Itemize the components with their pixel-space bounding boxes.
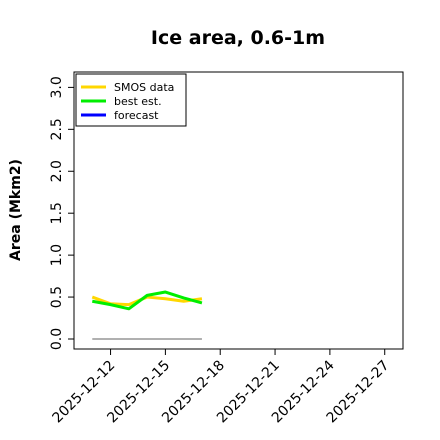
plot-frame xyxy=(73,71,404,350)
series-line xyxy=(92,290,203,311)
chart-title: Ice area, 0.6-1m xyxy=(151,27,325,49)
legend-label: SMOS data xyxy=(114,81,174,94)
y-axis-label: Area (Mkm2) xyxy=(8,159,24,261)
y-tick-label: 3.0 xyxy=(49,76,65,98)
legend-label: forecast xyxy=(114,109,159,122)
y-tick-label: 2.5 xyxy=(49,118,65,140)
y-tick-label: 0.0 xyxy=(49,328,65,350)
y-tick-label: 1.5 xyxy=(49,202,65,224)
y-tick-label: 2.0 xyxy=(49,160,65,182)
legend-box xyxy=(75,73,187,127)
y-axis: 0.0 0.5 1.0 1.5 2.0 2.5 3.0 xyxy=(49,76,74,350)
y-tick-label: 0.5 xyxy=(49,286,65,308)
x-axis: 2025-12-122025-12-152025-12-182025-12-21… xyxy=(50,349,393,426)
series-layer xyxy=(91,290,203,340)
y-tick-label: 1.0 xyxy=(49,244,65,266)
legend-label: best est. xyxy=(114,95,162,108)
